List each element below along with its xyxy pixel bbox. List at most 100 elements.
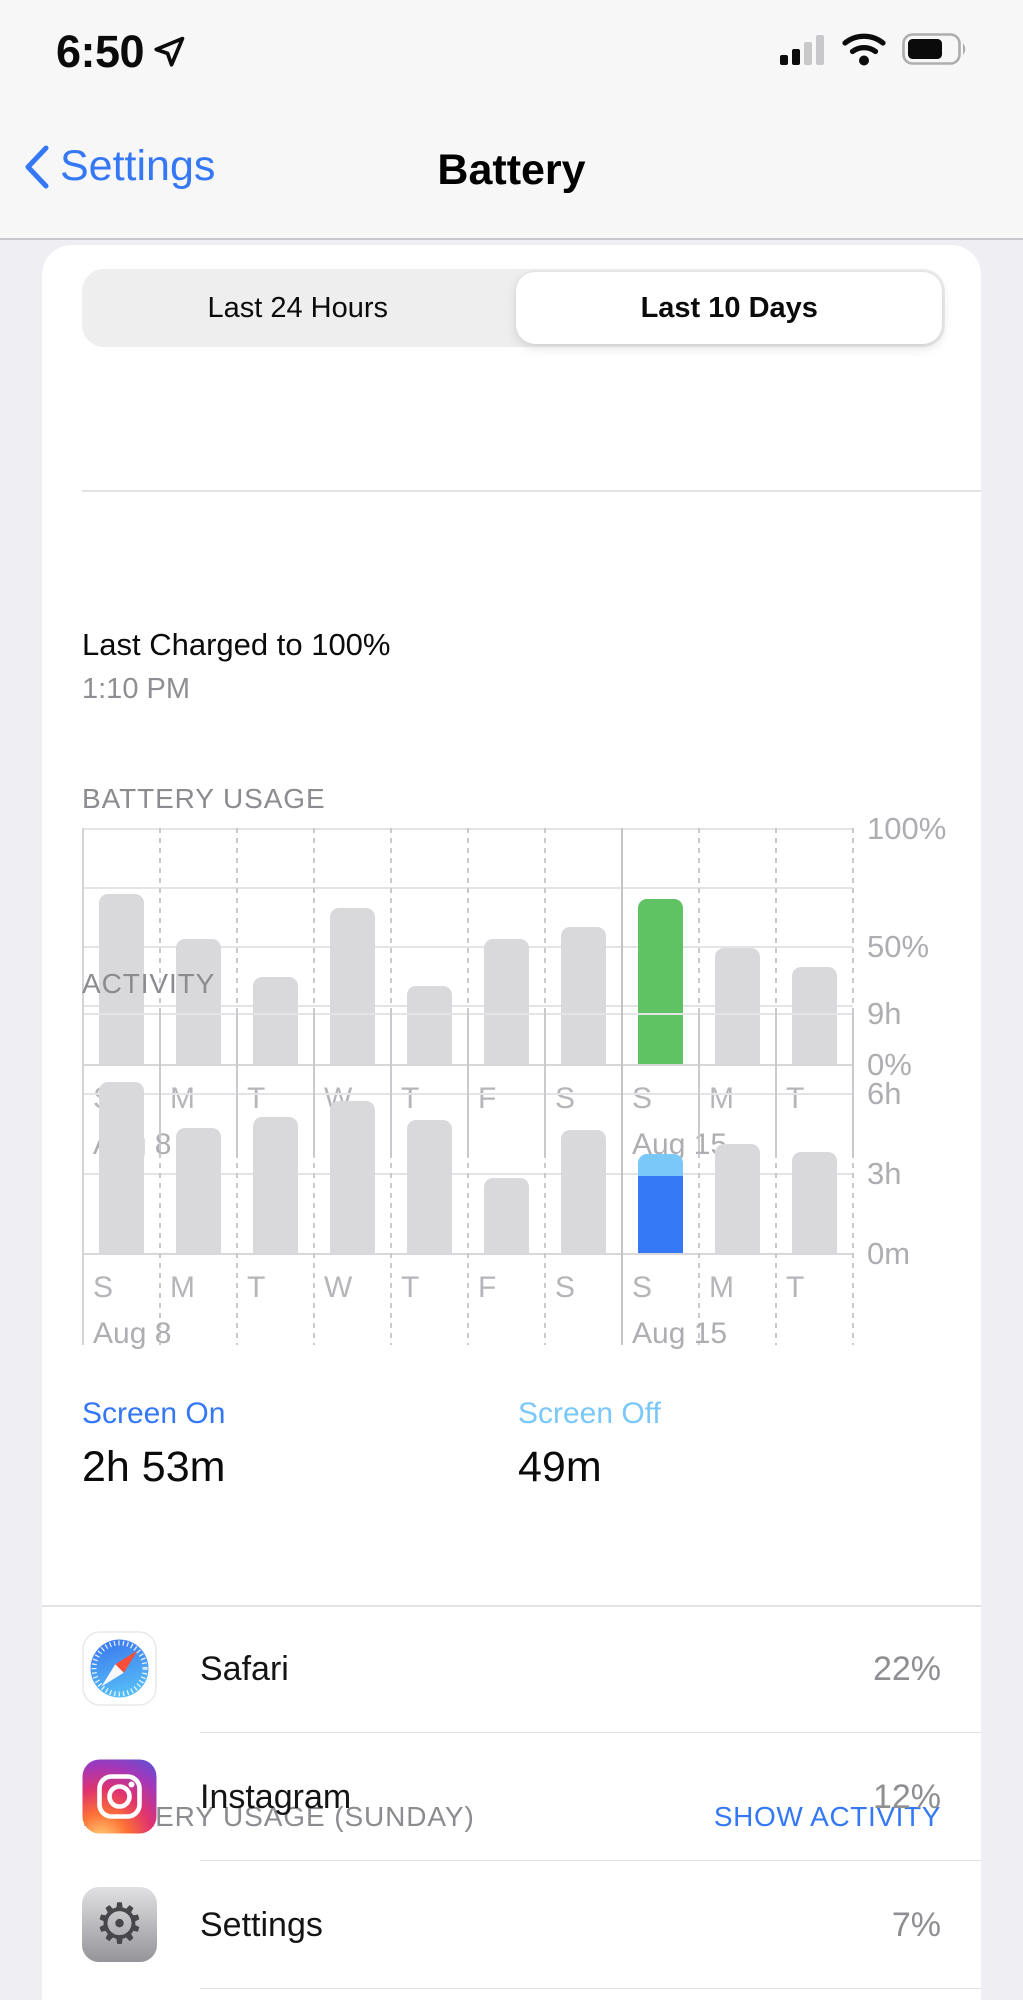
bar-M[interactable]	[176, 938, 221, 1064]
safari-icon	[82, 1631, 157, 1706]
app-row-instagram[interactable]: Instagram 12%	[42, 1733, 981, 1861]
day-separator	[390, 828, 392, 1156]
segment-last-10-days[interactable]: Last 10 Days	[640, 291, 818, 324]
day-separator	[698, 1013, 700, 1345]
wifi-icon	[842, 33, 886, 66]
back-label: Settings	[60, 142, 216, 190]
battery-icon	[902, 33, 966, 65]
day-label: T	[401, 1271, 420, 1304]
period-label: Aug 15	[632, 1317, 728, 1350]
segment-thumb	[515, 272, 942, 344]
day-separator	[544, 828, 546, 1156]
day-label: T	[786, 1082, 805, 1115]
bar-T[interactable]	[792, 967, 837, 1064]
cellular-signal-icon	[780, 35, 824, 65]
bar-T[interactable]	[253, 976, 298, 1064]
period-label: Aug 8	[93, 1317, 172, 1350]
y-axis-label: 100%	[867, 811, 947, 846]
bar-W[interactable]	[330, 1101, 375, 1253]
day-label: T	[786, 1271, 805, 1304]
activity-header: ACTIVITY	[82, 968, 216, 999]
app-percent: 12%	[872, 1777, 941, 1816]
day-label: S	[93, 1271, 114, 1304]
day-separator	[159, 1013, 161, 1345]
divider	[200, 1987, 981, 1989]
y-axis-label: 3h	[867, 1156, 902, 1191]
day-label: S	[555, 1082, 576, 1115]
show-activity-button[interactable]: SHOW ACTIVITY	[713, 1801, 941, 1832]
day-label: F	[478, 1082, 497, 1115]
divider	[42, 1605, 981, 1607]
bar-F[interactable]	[484, 1178, 529, 1253]
bar-T[interactable]	[253, 1117, 298, 1253]
divider	[200, 1731, 981, 1733]
bar-F[interactable]	[484, 938, 529, 1064]
app-row-settings[interactable]: ⚙ Settings 7%	[42, 1861, 981, 1989]
bar-S[interactable]	[99, 1082, 144, 1253]
bar-S[interactable]	[99, 894, 144, 1064]
status-bar: 6:50	[0, 26, 1023, 78]
divider	[82, 490, 981, 492]
bar-S[interactable]	[638, 898, 683, 1064]
app-percent: 22%	[872, 1649, 941, 1688]
bar-W[interactable]	[330, 908, 375, 1064]
page-title: Battery	[437, 146, 586, 194]
day-separator	[159, 828, 161, 1156]
day-separator	[236, 1013, 238, 1345]
day-label: T	[401, 1082, 420, 1115]
last-charged-time: 1:10 PM	[82, 673, 190, 705]
screen-off-value: 49m	[518, 1443, 602, 1491]
gear-icon: ⚙	[94, 1891, 145, 1957]
time-range-segmented-control: Last 24 Hours Last 10 Days	[82, 269, 945, 347]
chart-left-border	[82, 1013, 84, 1345]
bar-S[interactable]	[561, 927, 606, 1064]
app-percent: 7%	[891, 1905, 941, 1944]
day-separator	[544, 1013, 546, 1345]
y-axis-label: 6h	[867, 1076, 902, 1111]
content-card: Last 24 Hours Last 10 Days Last Charged …	[42, 245, 981, 2000]
day-label: W	[324, 1271, 353, 1304]
screen-off-label: Screen Off	[518, 1397, 661, 1430]
y-axis-label: 9h	[867, 996, 902, 1031]
week-divider	[621, 1013, 623, 1345]
bar-M[interactable]	[715, 1143, 760, 1253]
day-label: S	[555, 1271, 576, 1304]
screen-on-value: 2h 53m	[82, 1443, 226, 1491]
segment-last-24-hours[interactable]: Last 24 Hours	[207, 291, 389, 324]
bar-M[interactable]	[176, 1127, 221, 1253]
bar-T[interactable]	[792, 1151, 837, 1253]
day-separator	[467, 1013, 469, 1345]
screen-on-stat: Screen On 2h 53m	[82, 1397, 225, 1492]
back-button[interactable]: Settings	[22, 142, 215, 191]
day-label: T	[247, 1082, 266, 1115]
day-label: M	[170, 1082, 195, 1115]
screen-off-stat: Screen Off 49m	[518, 1397, 661, 1492]
day-separator	[852, 1013, 854, 1345]
day-separator	[775, 828, 777, 1156]
instagram-icon	[82, 1759, 157, 1834]
chevron-left-icon	[25, 145, 49, 188]
screen-on-label: Screen On	[82, 1397, 226, 1430]
nav-divider	[0, 238, 1023, 240]
day-separator	[852, 828, 854, 1156]
status-time: 6:50	[56, 26, 145, 77]
app-name: Instagram	[200, 1777, 352, 1816]
day-label: M	[709, 1082, 734, 1115]
chart-left-border	[82, 828, 84, 1156]
app-usage-list: Safari 22%	[42, 1605, 981, 1989]
bar-S-screen-on[interactable]	[638, 1175, 683, 1253]
app-row-safari[interactable]: Safari 22%	[42, 1605, 981, 1733]
battery-usage-header: BATTERY USAGE	[82, 783, 326, 814]
nav-bar: Settings Battery	[0, 100, 1023, 238]
day-separator	[236, 828, 238, 1156]
bar-T[interactable]	[407, 986, 452, 1064]
day-separator	[313, 828, 315, 1156]
day-separator	[698, 828, 700, 1156]
bar-T[interactable]	[407, 1119, 452, 1253]
location-arrow-icon	[154, 36, 185, 67]
bar-M[interactable]	[715, 948, 760, 1064]
day-label: F	[478, 1271, 497, 1304]
bar-S[interactable]	[561, 1130, 606, 1253]
